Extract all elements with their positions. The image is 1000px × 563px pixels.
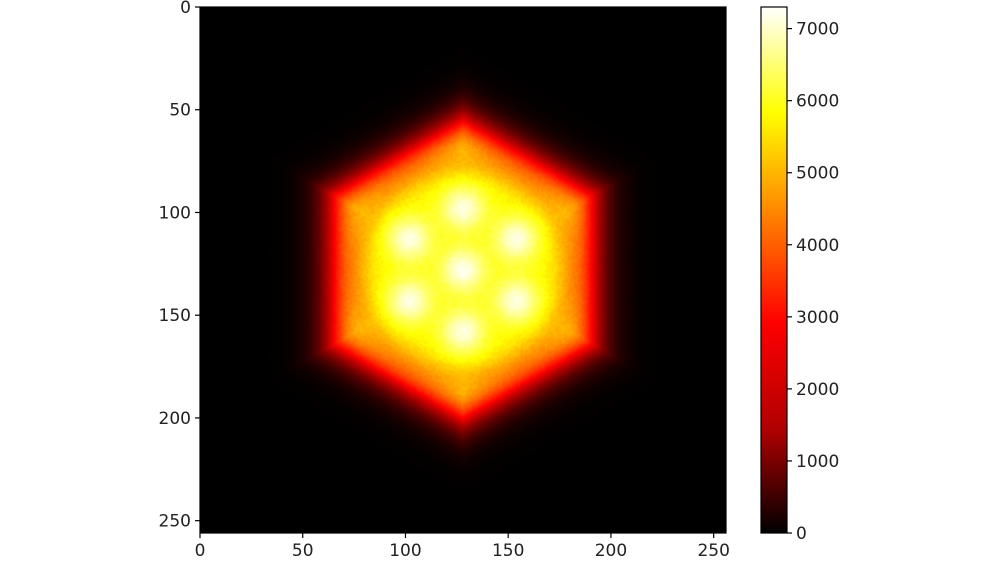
x-tick-label: 250 xyxy=(697,541,729,561)
colorbar-tick-label: 2000 xyxy=(796,380,839,400)
x-tick-label: 200 xyxy=(595,541,627,561)
heatmap-image xyxy=(200,7,726,533)
colorbar-tick-label: 0 xyxy=(796,524,807,544)
x-axis: 0 50 100 150 200 250 xyxy=(195,533,730,561)
x-tick-label: 50 xyxy=(292,541,314,561)
y-axis: 0 50 100 150 200 250 xyxy=(159,0,200,532)
x-tick-label: 0 xyxy=(195,541,206,561)
colorbar: 0 1000 2000 3000 4000 5000 6000 7000 xyxy=(761,7,839,544)
colorbar-tick-label: 5000 xyxy=(796,164,839,184)
heatmap-image-wrapper xyxy=(200,7,726,533)
x-tick-label: 100 xyxy=(389,541,421,561)
x-tick-label: 150 xyxy=(492,541,524,561)
colorbar-gradient xyxy=(761,7,787,533)
colorbar-tick-label: 1000 xyxy=(796,452,839,472)
colorbar-tick-label: 4000 xyxy=(796,236,839,256)
colorbar-tick-label: 3000 xyxy=(796,308,839,328)
heatmap-plot-area xyxy=(200,7,726,533)
y-tick-label: 200 xyxy=(159,409,191,429)
y-tick-label: 100 xyxy=(159,203,191,223)
y-tick-label: 50 xyxy=(169,101,191,121)
y-tick-label: 250 xyxy=(159,512,191,532)
colorbar-tick-label: 7000 xyxy=(796,20,839,40)
y-tick-label: 150 xyxy=(159,306,191,326)
colorbar-ticks: 0 1000 2000 3000 4000 5000 6000 7000 xyxy=(787,20,839,544)
y-tick-label: 0 xyxy=(180,0,191,18)
colorbar-tick-label: 6000 xyxy=(796,92,839,112)
